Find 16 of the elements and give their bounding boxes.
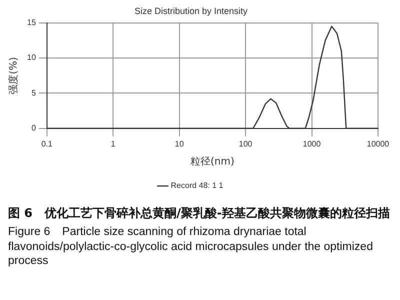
- y-axis-title: 强度(%): [8, 56, 20, 94]
- y-tick-label: 10: [26, 53, 36, 62]
- y-tick-label: 5: [31, 88, 36, 98]
- x-tick-label: 10000: [366, 139, 390, 148]
- x-tick-label: 1: [110, 139, 116, 148]
- chart-title: Size Distribution by Intensity: [134, 6, 248, 16]
- y-tick-label: 15: [26, 18, 36, 28]
- x-tick-label: 1000: [302, 139, 322, 148]
- y-tick-label: 0: [31, 124, 36, 133]
- caption: Figure 6 Particle size scanning of rhizoma drynariae total flavonoids/polylactic-co-glycolic acid microcapsules under the optimized process: [7, 224, 374, 270]
- x-axis-title: 粒径(nm): [190, 156, 234, 168]
- x-tick-label: 0.1: [41, 139, 54, 148]
- x-tick-label: 10: [174, 139, 184, 148]
- legend-label: Record 48: 1 1: [170, 181, 224, 190]
- x-tick-label: 100: [238, 139, 253, 148]
- caption: 图 6 优化工艺下骨碎补总黄酮/聚乳酸-羟基乙酸共聚物微囊的粒径扫描: [7, 206, 391, 222]
